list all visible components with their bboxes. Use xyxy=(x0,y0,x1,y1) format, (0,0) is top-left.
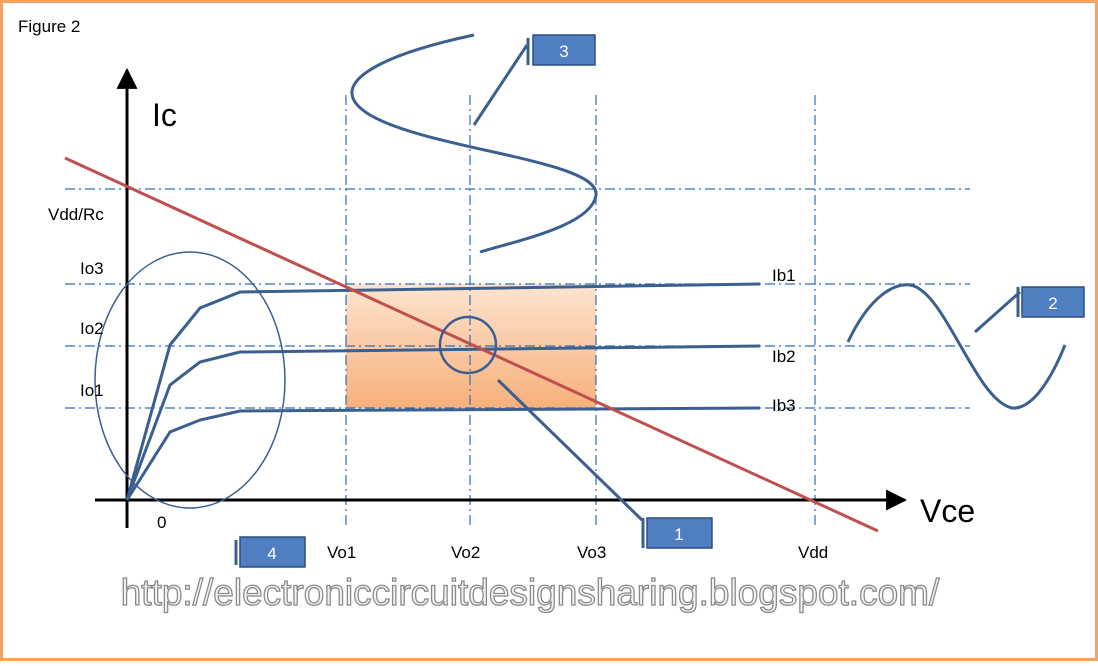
y-level-label: Io2 xyxy=(80,319,104,338)
y-level-label: Io1 xyxy=(80,381,104,400)
callout-box xyxy=(239,536,306,568)
figure-label: Figure 2 xyxy=(18,17,80,36)
curve-label: Ib3 xyxy=(772,396,796,415)
callout-line xyxy=(974,290,1021,334)
curve-label: Ib1 xyxy=(772,266,796,285)
load-line xyxy=(64,156,879,533)
gridlines xyxy=(65,95,970,528)
callout-text: 3 xyxy=(559,42,568,61)
callout-text: 4 xyxy=(267,544,276,563)
callout-line xyxy=(472,44,529,126)
curve xyxy=(125,406,761,501)
url-watermark: http://electroniccircuitdesignsharing.bl… xyxy=(121,572,940,613)
callout-text: 1 xyxy=(674,525,683,544)
x-level-label: Vo1 xyxy=(327,543,356,562)
y-axis-label: Ic xyxy=(152,97,177,133)
input-wave xyxy=(846,283,1067,410)
x-level-label: Vo2 xyxy=(451,543,480,562)
output-wave xyxy=(350,33,598,254)
q-point-circle xyxy=(438,315,498,375)
curve xyxy=(125,344,761,501)
curve xyxy=(125,282,761,501)
callout-box xyxy=(532,34,596,66)
x-level-label: Vo3 xyxy=(577,543,606,562)
callout-box xyxy=(646,517,713,549)
x-level-label: Vdd xyxy=(798,543,828,562)
callout-line xyxy=(496,378,644,522)
saturation-ellipse xyxy=(94,251,286,509)
origin-label: 0 xyxy=(157,513,166,532)
x-axis-label: Vce xyxy=(920,493,975,529)
callout-text: 2 xyxy=(1048,294,1057,313)
y-level-label: Io3 xyxy=(80,259,104,278)
y-level-label: Vdd/Rc xyxy=(48,205,104,224)
callout-box xyxy=(1021,286,1085,318)
curve-label: Ib2 xyxy=(772,347,796,366)
